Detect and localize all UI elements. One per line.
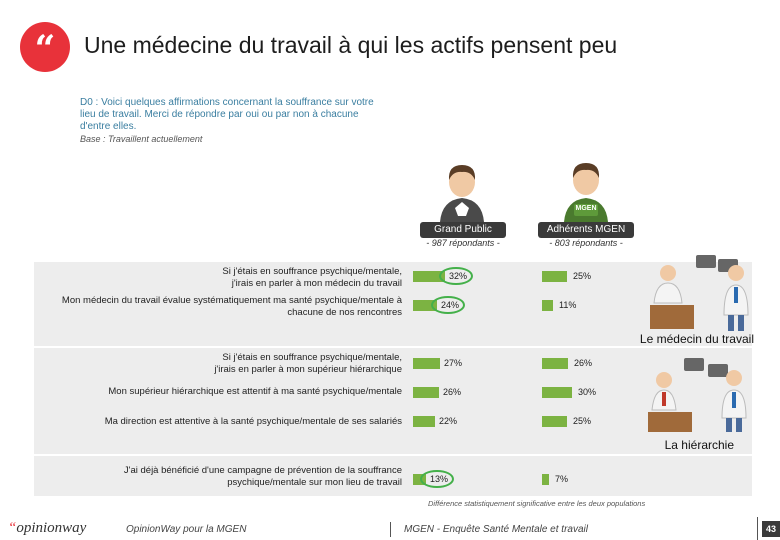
row-label-3: Si j'étais en souffrance psychique/menta… xyxy=(214,352,402,375)
significance-ring-1 xyxy=(439,267,473,285)
bar-mgen-4 xyxy=(542,387,572,398)
significance-ring-6 xyxy=(420,470,454,488)
section-band-hierarchie xyxy=(34,348,752,454)
value-grand-public-3: 27% xyxy=(444,358,463,368)
row-label-1: Si j'étais en souffrance psychique/menta… xyxy=(222,266,402,289)
grand-public-respondents: - 987 répondants - xyxy=(426,238,500,248)
row-label-6: J'ai déjà bénéficié d'une campagne de pr… xyxy=(123,465,402,488)
bar-grand-public-3 xyxy=(413,358,440,369)
bar-grand-public-1 xyxy=(413,271,445,282)
footer-divider xyxy=(390,522,391,537)
page-number: 43 xyxy=(762,521,780,537)
hierarchy-illustration-icon xyxy=(648,358,747,432)
quote-badge-icon: “ xyxy=(20,22,70,72)
grand-public-avatar-icon xyxy=(440,165,484,222)
bar-grand-public-4 xyxy=(413,387,439,398)
value-mgen-4: 30% xyxy=(578,387,597,397)
question-text: D0 : Voici quelques affirmations concern… xyxy=(80,97,374,132)
value-grand-public-5: 22% xyxy=(439,416,458,426)
doctor-illustration-icon xyxy=(650,255,749,331)
section-title-hierarchie: La hiérarchie xyxy=(664,438,734,452)
bar-mgen-1 xyxy=(542,271,567,282)
value-mgen-1: 25% xyxy=(573,271,592,281)
mgen-member-avatar-icon xyxy=(564,163,608,222)
value-mgen-2: 11% xyxy=(559,300,577,310)
bar-mgen-6 xyxy=(542,474,549,485)
row-label-2: Mon médecin du travail évalue systématiq… xyxy=(61,295,402,318)
significance-ring-2 xyxy=(431,296,465,314)
footer: “opinionway OpinionWay pour la MGEN MGEN… xyxy=(0,517,780,540)
value-mgen-5: 25% xyxy=(573,416,592,426)
bar-grand-public-6 xyxy=(413,474,426,485)
row-label-5: Ma direction est attentive à la santé ps… xyxy=(104,416,402,427)
value-mgen-3: 26% xyxy=(574,358,593,368)
page-title: Une médecine du travail à qui les actifs… xyxy=(84,32,618,58)
grand-public-label: Grand Public xyxy=(420,222,506,238)
bar-mgen-3 xyxy=(542,358,568,369)
section-title-medecin: Le médecin du travail xyxy=(639,332,754,346)
footnote: Différence statistiquement significative… xyxy=(428,499,646,508)
row-label-4: Mon supérieur hiérarchique est attentif … xyxy=(108,386,402,397)
mgen-badge: MGEN xyxy=(575,205,597,212)
value-grand-public-4: 26% xyxy=(443,387,462,397)
bar-grand-public-2 xyxy=(413,300,437,311)
base-text: Base : Travaillent actuellement xyxy=(80,134,203,144)
bar-mgen-5 xyxy=(542,416,567,427)
section-band-prevention xyxy=(34,456,752,496)
mgen-label: Adhérents MGEN xyxy=(538,222,634,238)
opinionway-logo: “opinionway xyxy=(8,520,87,536)
bar-grand-public-5 xyxy=(413,416,435,427)
footer-mid-text: MGEN - Enquête Santé Mentale et travail xyxy=(404,524,588,535)
bar-mgen-2 xyxy=(542,300,553,311)
value-mgen-6: 7% xyxy=(555,474,569,484)
footer-left-text: OpinionWay pour la MGEN xyxy=(126,524,247,535)
footer-divider-right xyxy=(757,517,758,540)
section-band-medecin xyxy=(34,262,752,346)
mgen-respondents: - 803 répondants - xyxy=(549,238,623,248)
